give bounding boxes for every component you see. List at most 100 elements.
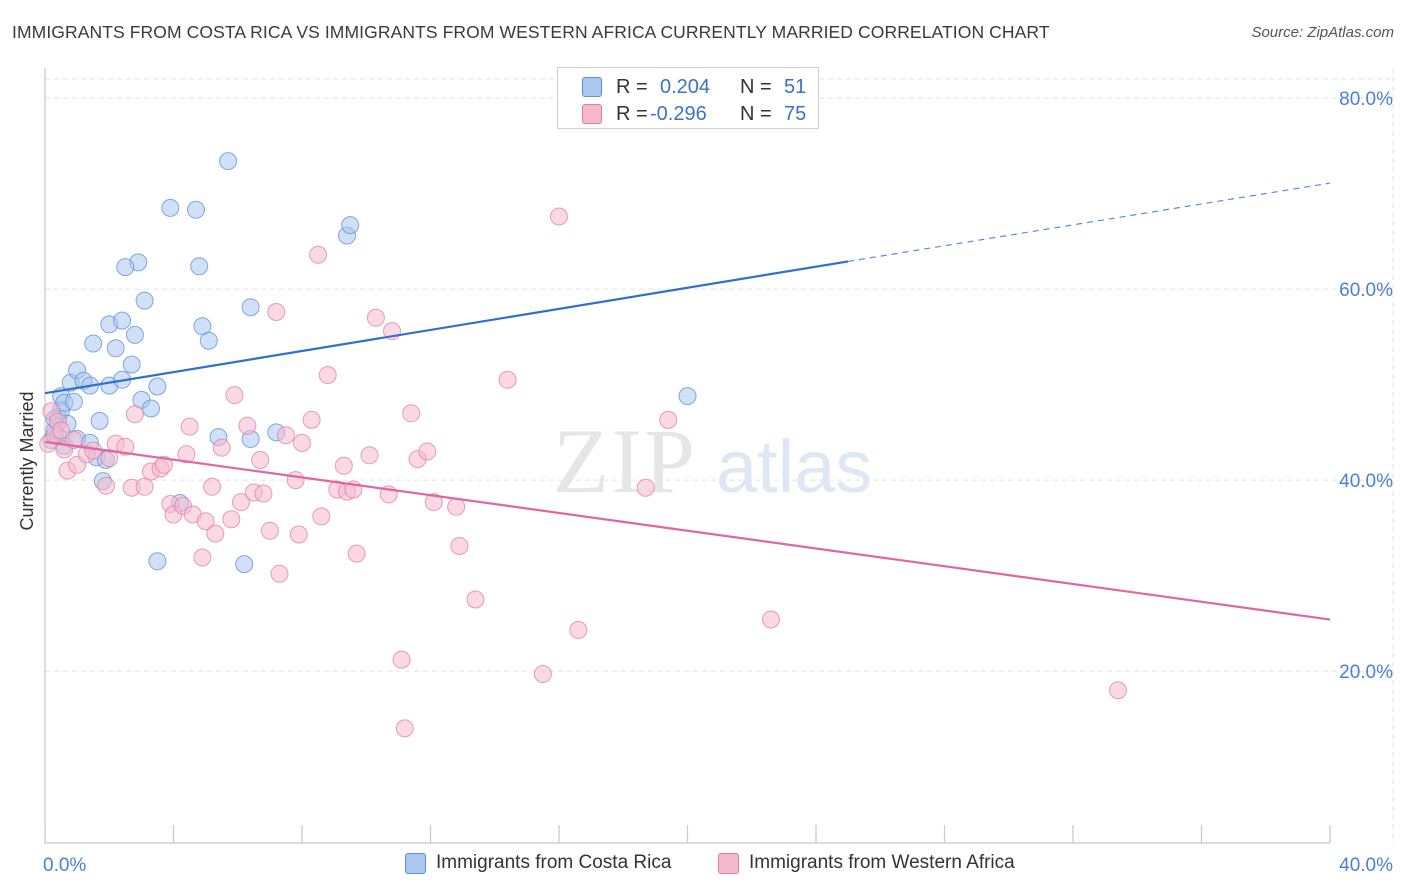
point-western-africa (392, 650, 411, 669)
point-costa-rica (135, 291, 154, 310)
point-western-africa (177, 445, 196, 464)
point-costa-rica (125, 325, 144, 344)
point-western-africa (360, 446, 379, 465)
point-western-africa (222, 510, 241, 529)
trend-line-costa-rica (44, 260, 849, 395)
trend-line-western-africa (44, 440, 1331, 621)
point-western-africa (347, 544, 366, 563)
bottom-legend-label: Immigrants from Costa Rica (436, 852, 672, 873)
axes (44, 68, 1331, 844)
chart-title: IMMIGRANTS FROM COSTA RICA VS IMMIGRANTS… (12, 22, 1050, 42)
point-western-africa (154, 455, 173, 474)
y-tick-label: 80.0% (1339, 89, 1393, 110)
point-costa-rica (219, 152, 238, 171)
legend: R = 0.204 N = 51 R = -0.296 N = 75 (557, 67, 819, 129)
trend-lines (44, 182, 1331, 621)
bottom-legend-item-costa-rica: Immigrants from Costa Rica (405, 852, 671, 874)
tick-labels: 20.0% 40.0% 60.0% 80.0% 0.0% 40.0% (43, 89, 1393, 876)
point-western-africa (636, 478, 655, 497)
point-costa-rica (235, 555, 254, 574)
legend-swatch-blue (582, 77, 602, 97)
point-western-africa (125, 405, 144, 424)
bottom-legend: Immigrants from Costa Rica Immigrants fr… (0, 850, 1406, 878)
grid-lines (45, 68, 1394, 843)
point-costa-rica (64, 392, 83, 411)
point-western-africa (402, 404, 421, 423)
point-western-africa (52, 421, 71, 440)
point-western-africa (289, 525, 308, 544)
point-costa-rica (116, 258, 135, 277)
point-western-africa (1109, 681, 1127, 700)
point-western-africa (206, 524, 225, 543)
point-costa-rica (199, 331, 218, 350)
point-western-africa (318, 366, 337, 384)
y-axis-label: Currently Married (17, 391, 37, 530)
legend-row-costa-rica: R = 0.204 N = 51 (558, 73, 806, 101)
point-western-africa (135, 477, 154, 496)
legend-swatch-pink (582, 104, 602, 124)
point-western-africa (193, 548, 212, 567)
x-tick-label: 40.0% (1339, 855, 1393, 876)
point-costa-rica (90, 411, 109, 430)
bottom-legend-label: Immigrants from Western Africa (749, 852, 1015, 873)
x-tick-label: 0.0% (43, 855, 86, 876)
point-western-africa (302, 410, 321, 429)
point-western-africa (260, 521, 279, 540)
legend-r-label: R = (616, 102, 648, 125)
point-western-africa (569, 621, 588, 639)
point-western-africa (312, 507, 331, 526)
point-western-africa (203, 477, 222, 496)
trend-line-costa-rica-extension (848, 182, 1331, 262)
point-western-africa (84, 441, 103, 460)
point-western-africa (466, 590, 485, 609)
point-western-africa (267, 303, 286, 321)
point-western-africa (251, 451, 270, 469)
point-costa-rica (84, 334, 103, 353)
point-western-africa (309, 245, 328, 264)
point-western-africa (659, 410, 678, 429)
point-western-africa (533, 665, 552, 683)
legend-r-value: 0.204 (660, 75, 711, 98)
point-western-africa (450, 537, 469, 555)
point-western-africa (238, 416, 257, 435)
point-western-africa (762, 610, 780, 629)
watermark: ZIP atlas (553, 410, 872, 512)
point-western-africa (424, 493, 443, 512)
point-costa-rica (190, 257, 209, 276)
point-western-africa (97, 476, 115, 495)
point-costa-rica (341, 216, 360, 235)
point-costa-rica (106, 339, 125, 358)
bottom-legend-swatch-blue (405, 852, 426, 874)
point-western-africa (286, 471, 305, 490)
point-costa-rica (142, 399, 160, 418)
point-western-africa (254, 484, 273, 503)
point-costa-rica (148, 552, 167, 571)
legend-r-label: R = (616, 75, 648, 98)
point-western-africa (212, 438, 231, 457)
chart-source: Source: ZipAtlas.com (1251, 24, 1394, 41)
point-western-africa (334, 456, 353, 475)
legend-r-value: -0.296 (650, 102, 707, 125)
point-western-africa (232, 493, 250, 512)
watermark-zip: ZIP (553, 410, 697, 512)
point-western-africa (293, 433, 311, 452)
point-western-africa (196, 512, 215, 531)
point-western-africa (180, 417, 199, 436)
point-western-africa (447, 497, 466, 516)
point-western-africa (550, 207, 568, 226)
point-western-africa (498, 370, 517, 389)
point-costa-rica (113, 311, 132, 330)
bottom-legend-swatch-pink (718, 852, 739, 874)
point-western-africa (116, 437, 135, 456)
point-costa-rica (678, 387, 697, 406)
y-tick-label: 60.0% (1339, 280, 1393, 301)
point-western-africa (276, 426, 295, 445)
y-tick-label: 20.0% (1339, 662, 1393, 683)
point-costa-rica (187, 200, 205, 219)
point-western-africa (395, 719, 414, 738)
legend-row-western-africa: R = -0.296 N = 75 (558, 100, 806, 128)
point-costa-rica (161, 198, 180, 217)
point-western-africa (418, 442, 437, 461)
bottom-legend-item-western-africa: Immigrants from Western Africa (718, 852, 1015, 874)
legend-n-value: 75 (784, 102, 807, 125)
